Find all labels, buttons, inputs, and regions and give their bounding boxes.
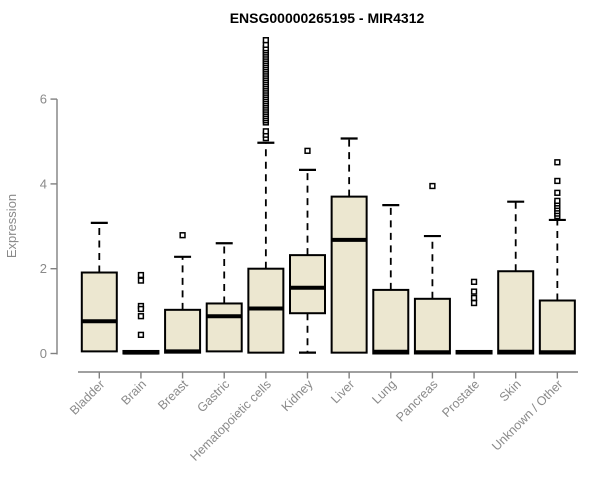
outlier-point [262,128,270,135]
x-tick-label-gastric: Gastric [194,377,232,415]
y-tick-label: 4 [40,176,47,191]
x-tick-label-lung: Lung [369,377,399,407]
chart-title: ENSG00000265195 - MIR4312 [230,10,425,26]
x-tick-label-pancreas: Pancreas [393,377,440,424]
x-tick-label-prostate: Prostate [439,377,482,420]
outlier-point [554,159,561,166]
box-group-prostate [455,278,493,355]
box-group-skin [497,200,535,355]
box-group-kidney [289,147,326,354]
box-group-hematopoietic-cells [247,37,285,354]
box-group-breast [164,232,202,354]
outlier-point [137,331,145,338]
iqr-box [497,270,535,355]
outlier-point [554,177,561,185]
iqr-box [330,195,368,354]
x-tick-label-breast: Breast [155,377,191,413]
x-tick-label-hematopoietic-cells: Hematopoietic cells [187,377,274,464]
outlier-point [470,294,478,302]
outlier-point [137,277,145,284]
iqr-box [413,297,451,355]
outlier-point [137,271,145,279]
x-tick-label-bladder: Bladder [67,377,107,417]
box-group-pancreas [413,182,451,355]
boxplot-series [80,37,576,355]
iqr-box [289,254,326,315]
box-group-gastric [205,242,243,353]
iqr-box [372,288,410,355]
iqr-box [247,267,285,354]
outlier-point [470,288,478,295]
iqr-box [205,302,243,353]
x-tick-label-brain: Brain [119,377,150,408]
box-group-lung [372,204,410,355]
iqr-box [164,308,202,354]
y-axis: 0 2 4 6 [40,92,58,361]
box-group-liver [330,137,368,354]
iqr-box [538,299,576,355]
y-axis-label: Expression [4,194,19,258]
outlier-point [304,147,311,154]
x-tick-label-liver: Liver [328,377,357,406]
y-tick-label: 6 [40,92,47,107]
y-tick-label: 0 [40,346,47,361]
outlier-point [554,189,561,196]
outlier-point [137,313,145,320]
outlier-point [429,182,436,190]
outlier-point [137,305,145,313]
box-group-brain [122,271,160,355]
y-tick-label: 2 [40,261,47,276]
outlier-point [179,232,186,239]
outlier-point [554,197,561,205]
outlier-point [470,299,478,307]
box-group-bladder [80,221,118,353]
iqr-box [80,271,118,353]
box-group-unknown-other [538,159,576,355]
outlier-point [262,37,270,44]
x-tick-label-kidney: Kidney [279,377,316,414]
x-tick-label-unknown-other: Unknown / Other [489,377,565,453]
outlier-point [470,278,478,285]
x-tick-label-skin: Skin [497,377,524,404]
